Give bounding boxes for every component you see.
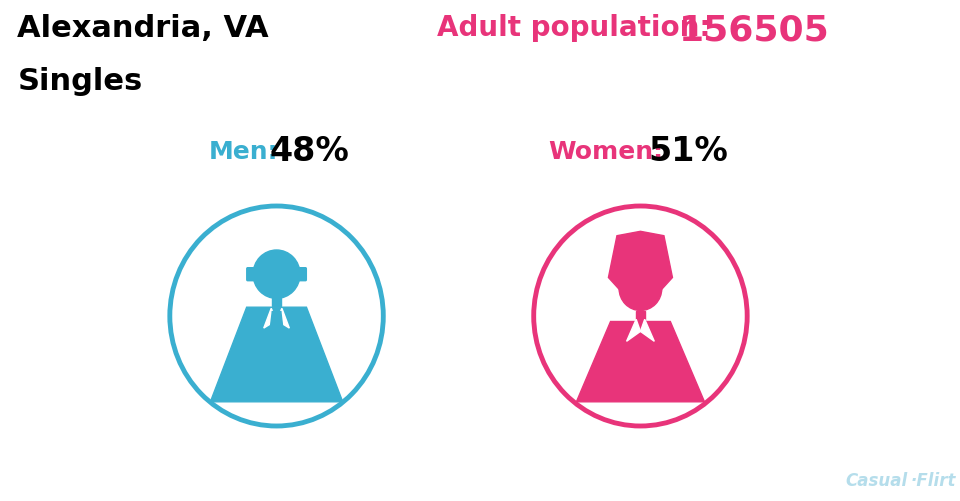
Text: ·Flirt: ·Flirt	[910, 471, 956, 489]
FancyBboxPatch shape	[247, 268, 254, 281]
Circle shape	[534, 206, 747, 426]
Text: 156505: 156505	[679, 14, 829, 48]
Polygon shape	[264, 309, 276, 329]
Text: Men:: Men:	[208, 140, 278, 164]
Text: 51%: 51%	[648, 135, 728, 168]
Text: 48%: 48%	[270, 135, 349, 168]
Polygon shape	[271, 312, 282, 343]
Polygon shape	[640, 320, 655, 342]
Polygon shape	[273, 312, 281, 319]
FancyBboxPatch shape	[300, 268, 306, 281]
Text: Singles: Singles	[17, 67, 143, 96]
Text: Adult population:: Adult population:	[437, 14, 710, 42]
Polygon shape	[576, 322, 705, 402]
Polygon shape	[276, 309, 289, 329]
Circle shape	[170, 206, 383, 426]
Polygon shape	[609, 232, 672, 296]
Polygon shape	[627, 320, 640, 342]
Circle shape	[253, 250, 300, 299]
Text: Casual: Casual	[845, 471, 907, 489]
Bar	[636, 311, 645, 324]
Circle shape	[619, 267, 661, 311]
Bar	[272, 296, 281, 307]
Text: Alexandria, VA: Alexandria, VA	[17, 14, 269, 43]
Text: Women:: Women:	[548, 140, 663, 164]
Polygon shape	[210, 308, 343, 402]
